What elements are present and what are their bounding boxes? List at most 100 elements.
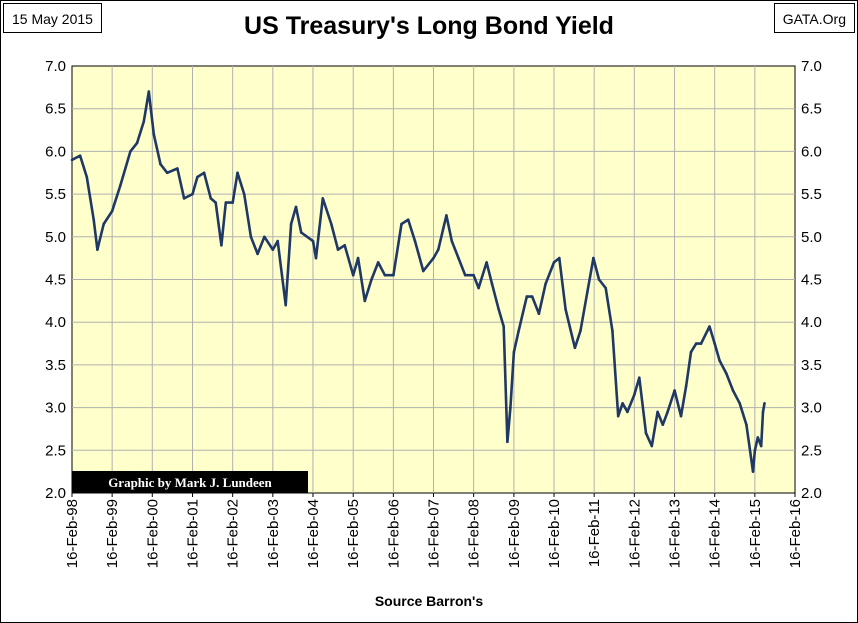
yield-data-point bbox=[544, 282, 547, 286]
yield-data-point bbox=[592, 256, 595, 260]
yield-data-point bbox=[336, 248, 340, 251]
yield-data-point bbox=[176, 167, 179, 170]
yield-data-point bbox=[725, 372, 728, 375]
yield-data-point bbox=[383, 273, 387, 277]
yield-data-point bbox=[579, 329, 582, 333]
yield-data-point bbox=[689, 350, 693, 354]
yield-data-point bbox=[330, 222, 333, 226]
yield-data-point bbox=[209, 197, 213, 200]
x-tick-label: 16-Feb-00 bbox=[144, 499, 161, 568]
y-tick-label-left: 5.5 bbox=[45, 186, 66, 203]
yield-data-point bbox=[242, 192, 246, 196]
yield-data-point bbox=[666, 410, 669, 414]
x-axis: 16-Feb-98 16-Feb-99 16-Feb-00 16-Feb-01 16-F… bbox=[64, 493, 804, 568]
y-tick-label-right: 4.5 bbox=[801, 272, 822, 289]
x-axis-label: Source Barron's bbox=[374, 593, 484, 609]
yield-data-point bbox=[119, 184, 122, 187]
yield-data-point bbox=[509, 406, 512, 409]
yield-data-point bbox=[249, 235, 253, 239]
yield-data-point bbox=[450, 239, 454, 243]
x-tick-label: 16-Feb-11 bbox=[586, 499, 603, 567]
yield-data-point bbox=[477, 286, 480, 290]
y-tick-label-left: 4.5 bbox=[45, 272, 66, 289]
yield-data-point bbox=[517, 329, 520, 333]
yield-data-point bbox=[713, 342, 716, 345]
y-tick-label-right: 2.0 bbox=[801, 485, 822, 502]
y-tick-label-left: 6.5 bbox=[45, 101, 66, 118]
y-tick-label-left: 3.0 bbox=[45, 400, 66, 417]
y-tick-label-right: 6.5 bbox=[801, 101, 822, 118]
yield-data-point bbox=[445, 214, 448, 217]
yield-data-point bbox=[236, 171, 239, 175]
yield-data-point bbox=[392, 273, 395, 277]
source-label: GATA.Org bbox=[773, 3, 855, 33]
y-tick-label-left: 2.0 bbox=[45, 485, 66, 502]
yield-data-point bbox=[502, 325, 506, 328]
yield-data-point bbox=[363, 299, 367, 303]
yield-data-point bbox=[763, 402, 766, 405]
x-tick-label: 16-Feb-15 bbox=[747, 499, 764, 568]
yield-data-point bbox=[196, 175, 199, 179]
yield-data-point bbox=[708, 325, 711, 328]
y-tick-label-right: 5.0 bbox=[801, 229, 822, 246]
yield-data-point bbox=[552, 261, 556, 264]
x-tick-label: 16-Feb-16 bbox=[787, 499, 804, 568]
yield-data-point bbox=[621, 402, 624, 405]
yield-data-point bbox=[463, 273, 467, 277]
y-tick-label-left: 6.0 bbox=[45, 143, 66, 160]
yield-data-point bbox=[276, 239, 280, 243]
y-axis-left: 2.0 2.5 3.0 3.5 4.0 4.5 5.0 5.5 6.0 6.5 7.0 bbox=[45, 58, 66, 502]
yield-data-point bbox=[135, 141, 139, 145]
yield-data-point bbox=[530, 295, 534, 298]
yield-data-point bbox=[102, 222, 105, 226]
yield-data-point bbox=[400, 222, 403, 226]
y-tick-label-right: 5.5 bbox=[801, 186, 822, 203]
yield-data-point bbox=[96, 248, 99, 251]
yield-data-point bbox=[506, 440, 509, 444]
y-tick-label-left: 2.5 bbox=[45, 442, 66, 459]
x-tick-label: 16-Feb-99 bbox=[104, 499, 121, 568]
yield-data-point bbox=[626, 410, 629, 414]
y-tick-label-right: 3.0 bbox=[801, 400, 822, 417]
yield-data-point bbox=[220, 244, 223, 247]
y-tick-label-right: 4.0 bbox=[801, 314, 822, 331]
y-tick-label-right: 6.0 bbox=[801, 143, 822, 160]
yield-data-point bbox=[311, 239, 315, 243]
y-tick-label-right: 3.5 bbox=[801, 357, 822, 374]
x-tick-label: 16-Feb-03 bbox=[265, 499, 282, 568]
yield-data-point bbox=[289, 222, 293, 226]
yield-data-point bbox=[159, 162, 162, 166]
yield-data-point bbox=[152, 133, 156, 136]
yield-data-point bbox=[406, 218, 410, 221]
yield-data-point bbox=[497, 308, 501, 311]
y-tick-label-left: 7.0 bbox=[45, 58, 66, 75]
yield-data-point bbox=[256, 252, 259, 256]
yield-data-point bbox=[731, 389, 735, 392]
yield-data-point bbox=[753, 449, 757, 452]
yield-data-point bbox=[745, 423, 748, 427]
date-label: 15 May 2015 bbox=[3, 3, 102, 33]
yield-series-line bbox=[71, 90, 766, 473]
yield-data-point bbox=[314, 256, 318, 260]
x-tick-label: 16-Feb-05 bbox=[345, 499, 362, 568]
yield-data-point bbox=[92, 218, 95, 221]
yield-data-point bbox=[586, 291, 589, 294]
credit-text: Graphic by Mark J. Lundeen bbox=[108, 475, 272, 490]
yield-data-point bbox=[422, 269, 425, 273]
yield-data-point bbox=[597, 278, 601, 281]
yield-data-point bbox=[661, 423, 665, 427]
yield-data-point bbox=[644, 431, 648, 435]
yield-data-point bbox=[457, 256, 460, 260]
yield-data-point bbox=[673, 389, 676, 392]
yield-data-point bbox=[650, 444, 654, 448]
yield-data-point bbox=[224, 201, 228, 204]
yield-data-point bbox=[376, 261, 380, 264]
x-tick-label: 16-Feb-98 bbox=[64, 499, 81, 568]
yield-data-point bbox=[202, 171, 206, 175]
yield-data-point bbox=[231, 201, 234, 204]
y-tick-label-left: 4.0 bbox=[45, 314, 66, 331]
x-tick-label: 16-Feb-01 bbox=[185, 499, 202, 568]
x-tick-label: 16-Feb-14 bbox=[707, 499, 724, 568]
yield-data-point bbox=[751, 470, 755, 473]
